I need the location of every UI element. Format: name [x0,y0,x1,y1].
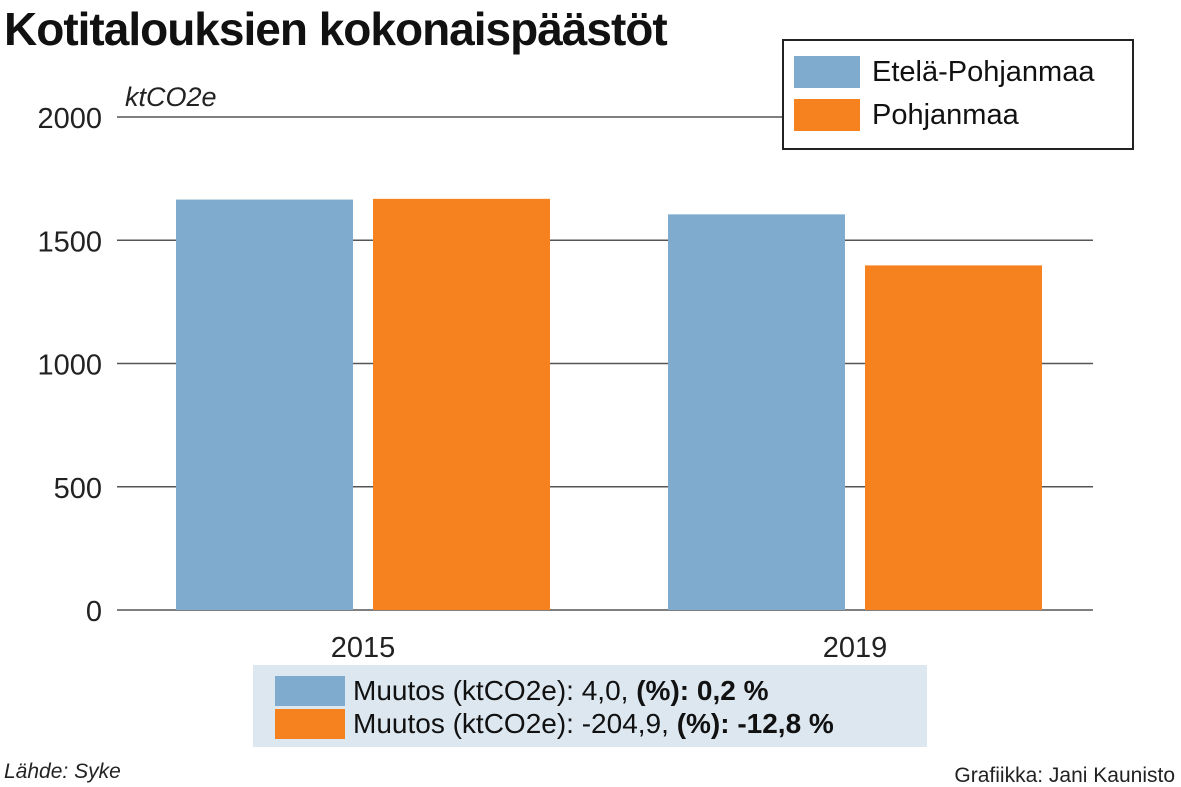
y-tick-label: 1500 [37,226,102,258]
legend-label: Pohjanmaa [872,98,1019,131]
legend-swatch [794,56,860,88]
y-tick-label: 500 [54,473,102,505]
chart-title: Kotitalouksien kokonaispäästöt [4,3,668,55]
change-row: Muutos (ktCO2e): -204,9, (%): -12,8 % [275,708,834,740]
y-tick-label: 0 [86,596,102,628]
bar [176,199,353,610]
change-swatch [275,676,345,706]
legend-item: Etelä-Pohjanmaa [794,55,1094,89]
credit: Grafiikka: Jani Kaunisto [954,764,1175,787]
change-swatch [275,709,345,739]
legend-label: Etelä-Pohjanmaa [872,55,1095,88]
x-tick-label: 2019 [823,632,888,664]
y-axis-label: ktCO2e [125,82,217,112]
change-percent: (%): 0,2 % [636,675,769,706]
change-text: Muutos (ktCO2e): 4,0, [353,675,637,706]
change-box: Muutos (ktCO2e): 4,0, (%): 0,2 % Muutos … [253,665,927,747]
change-percent: (%): -12,8 % [676,708,834,739]
change-text: Muutos (ktCO2e): -204,9, [353,708,677,739]
bar [373,198,550,610]
source: Lähde: Syke [4,760,121,783]
legend: Etelä-Pohjanmaa Pohjanmaa [782,39,1134,150]
y-tick-label: 2000 [37,103,102,135]
bar [668,214,845,610]
y-tick-label: 1000 [37,350,102,382]
change-row: Muutos (ktCO2e): 4,0, (%): 0,2 % [275,675,768,707]
legend-item: Pohjanmaa [794,98,1019,132]
legend-swatch [794,99,860,131]
x-tick-label: 2015 [331,632,396,664]
bar [865,265,1042,610]
